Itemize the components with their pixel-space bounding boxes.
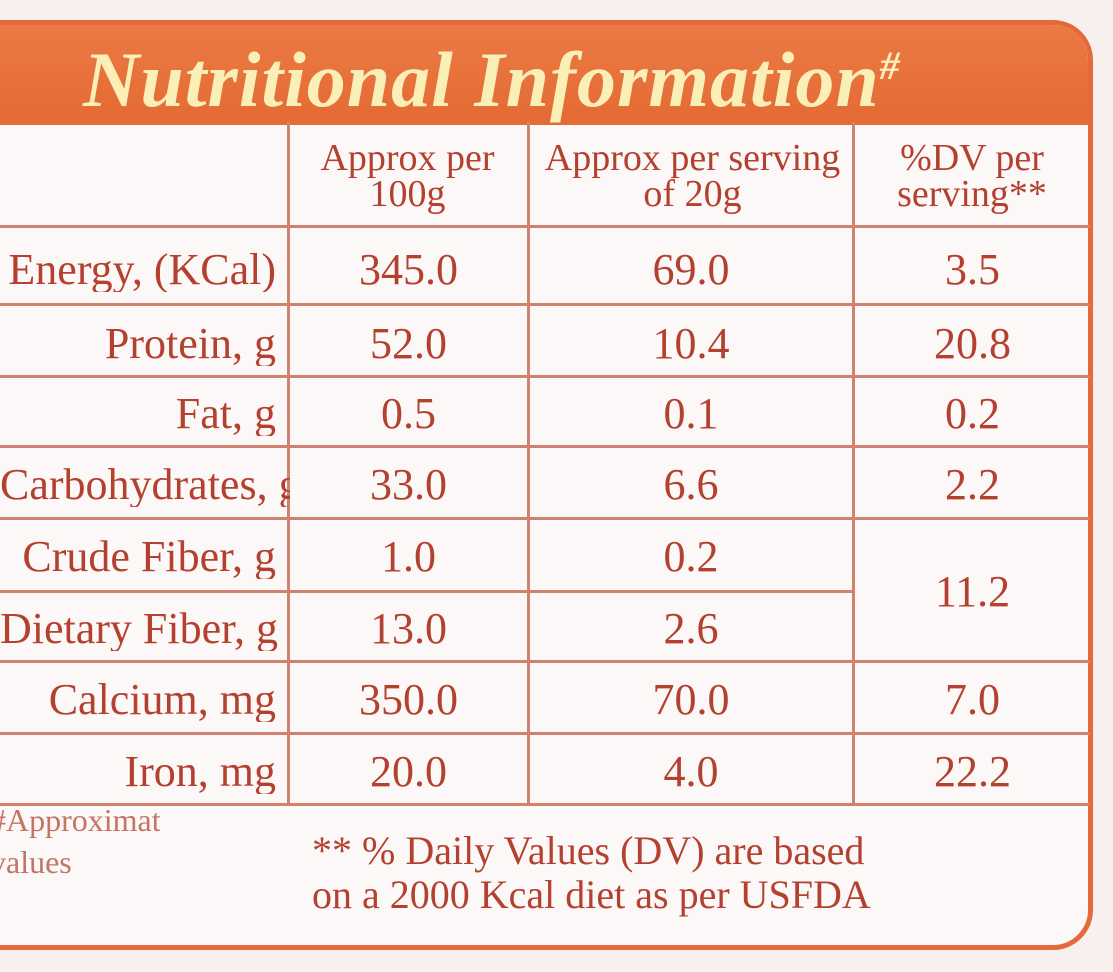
cell-per-serving: 69.0 bbox=[652, 245, 730, 294]
header-dv: %DV per serving** bbox=[897, 137, 1047, 216]
cell-per-100g: 33.0 bbox=[370, 460, 447, 509]
cell-per-serving: 10.4 bbox=[652, 319, 730, 368]
grid-line bbox=[0, 517, 1090, 520]
grid-line bbox=[0, 732, 1090, 735]
row-label: Carbohydrates, g bbox=[0, 463, 290, 507]
grid-line bbox=[0, 590, 852, 593]
cell-dv: 22.2 bbox=[934, 747, 1011, 796]
cell-per-100g: 345.0 bbox=[359, 245, 458, 294]
cell-per-100g: 13.0 bbox=[370, 604, 447, 653]
grid-line bbox=[0, 445, 1090, 448]
cell-per-serving: 0.2 bbox=[663, 532, 719, 581]
header-per-100g: Approx per 100g bbox=[320, 137, 495, 216]
cell-dv-merged: 11.2 bbox=[934, 567, 1011, 616]
row-label: Crude Fiber, g bbox=[22, 535, 276, 579]
row-label: Dietary Fiber, g bbox=[0, 607, 279, 651]
footnote-dv-line2: on a 2000 Kcal diet as per USFDA bbox=[312, 872, 871, 917]
footnote-approximate: #Approximate values bbox=[0, 802, 160, 880]
grid-line bbox=[287, 122, 290, 803]
grid-line bbox=[0, 660, 1090, 663]
cell-per-100g: 52.0 bbox=[370, 319, 447, 368]
cell-dv: 7.0 bbox=[945, 675, 1000, 724]
cell-dv: 0.2 bbox=[945, 389, 1000, 438]
grid-line bbox=[0, 375, 1090, 378]
cell-per-100g: 1.0 bbox=[381, 532, 436, 581]
cell-per-serving: 2.6 bbox=[663, 604, 719, 653]
cell-per-100g: 350.0 bbox=[359, 675, 458, 724]
panel-title: Nutritional Information# bbox=[83, 35, 901, 125]
row-label: Fat, g bbox=[175, 392, 276, 436]
footnote-dv-line1: ** % Daily Values (DV) are based bbox=[312, 828, 865, 873]
cell-per-100g: 0.5 bbox=[381, 389, 436, 438]
cell-per-serving: 4.0 bbox=[663, 747, 719, 796]
grid-line bbox=[0, 303, 1090, 306]
row-label: Calcium, mg bbox=[48, 678, 276, 722]
row-label: Protein, g bbox=[104, 322, 276, 366]
title-banner bbox=[0, 25, 1088, 125]
header-per-serving: Approx per serving of 20g bbox=[544, 137, 841, 216]
row-label: Iron, mg bbox=[124, 750, 276, 794]
grid-line bbox=[527, 122, 530, 803]
cell-dv: 2.2 bbox=[945, 460, 1000, 509]
row-label: Energy, (KCal) bbox=[8, 248, 276, 292]
nutrition-panel: Nutritional Information# bbox=[0, 20, 1093, 950]
grid-line bbox=[0, 225, 1090, 228]
cell-dv: 20.8 bbox=[934, 319, 1011, 368]
cell-per-serving: 6.6 bbox=[663, 460, 719, 509]
grid-line bbox=[0, 803, 1090, 806]
cell-per-serving: 70.0 bbox=[652, 675, 730, 724]
grid-line bbox=[852, 122, 855, 803]
cell-per-100g: 20.0 bbox=[370, 747, 447, 796]
title-mark: # bbox=[879, 43, 901, 88]
cell-per-serving: 0.1 bbox=[663, 389, 719, 438]
title-text: Nutritional Information bbox=[83, 36, 880, 123]
cell-dv: 3.5 bbox=[945, 245, 1000, 294]
